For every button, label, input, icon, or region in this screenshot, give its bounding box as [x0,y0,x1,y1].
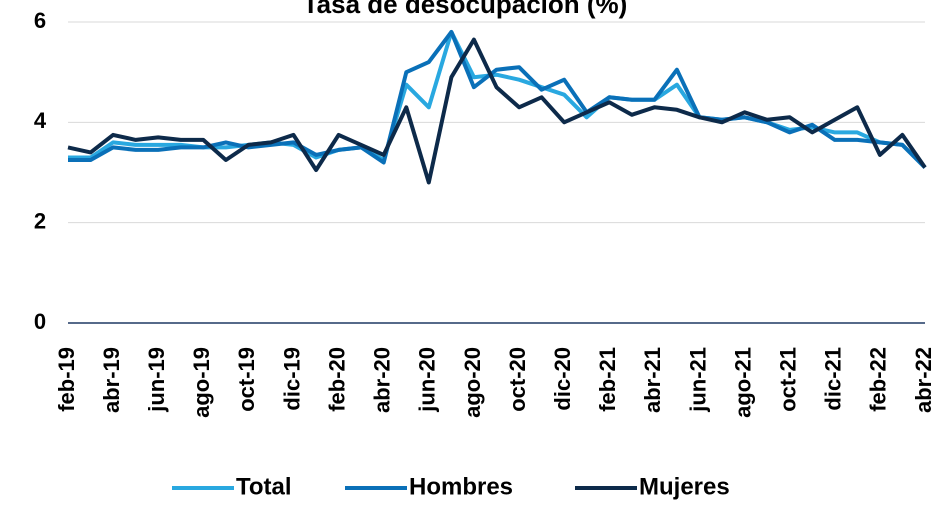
x-tick-label: dic-21 [821,347,846,411]
legend-label: Mujeres [639,473,730,500]
x-tick-label: oct-21 [775,347,800,412]
legend-label: Total [236,473,292,500]
x-tick-label: abr-19 [99,347,124,413]
x-tick-label: jun-21 [685,347,710,413]
x-tick-label: jun-19 [144,347,169,413]
x-tick-label: ago-21 [730,347,755,418]
x-tick-label: oct-19 [234,347,259,412]
y-tick-label: 4 [34,108,47,133]
series-line [67,37,927,185]
x-tick-label: feb-20 [324,347,349,412]
series-line [68,30,927,169]
x-tick-label: abr-20 [370,347,395,413]
y-tick-label: 6 [34,8,46,33]
legend-label: Hombres [409,473,513,500]
x-tick-label: ago-19 [189,347,214,418]
x-tick-label: oct-20 [505,347,530,412]
x-tick-label: abr-21 [640,347,665,413]
chart-title: Tasa de desocupación (%) [303,0,628,19]
x-tick-label: jun-20 [415,347,440,413]
x-tick-label: feb-21 [595,347,620,412]
x-tick-label: ago-20 [460,347,485,418]
x-tick-label: abr-22 [911,347,936,413]
x-tick-label: dic-20 [550,347,575,411]
x-tick-label: feb-19 [54,347,79,412]
x-tick-label: dic-19 [279,347,304,411]
y-tick-label: 0 [34,309,46,334]
y-tick-label: 2 [34,208,46,233]
x-tick-label: feb-22 [866,347,891,412]
